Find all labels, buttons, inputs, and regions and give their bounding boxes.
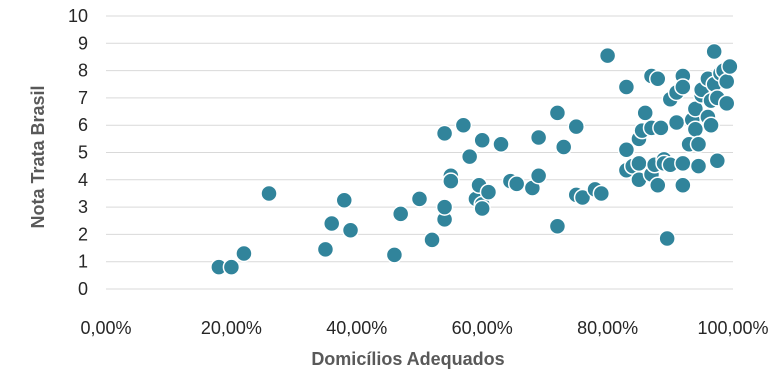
data-point: [460, 147, 479, 166]
y-tick-label: 1: [78, 252, 88, 272]
data-point: [649, 70, 667, 88]
data-point: [454, 116, 473, 134]
x-tick-label: 80,00%: [577, 318, 638, 338]
data-point: [689, 157, 708, 175]
data-point: [573, 188, 592, 207]
x-tick-label: 60,00%: [452, 318, 513, 338]
data-point: [617, 78, 636, 96]
data-point: [617, 141, 636, 159]
data-point: [335, 191, 354, 210]
data-point: [717, 94, 736, 113]
data-point: [423, 231, 441, 249]
data-point: [554, 138, 573, 156]
data-point: [686, 120, 705, 139]
data-point: [717, 72, 736, 91]
data-point: [592, 184, 611, 203]
data-point: [689, 135, 708, 154]
data-point: [260, 184, 278, 203]
x-tick-labels: 0,00% 20,00% 40,00% 60,00% 80,00% 100,00%: [80, 318, 768, 338]
x-tick-label: 20,00%: [201, 318, 262, 338]
data-point: [316, 240, 335, 259]
data-point: [385, 246, 404, 264]
data-point: [705, 42, 723, 61]
data-point: [473, 199, 491, 218]
data-point: [529, 166, 548, 185]
data-point: [410, 190, 429, 208]
data-point: [341, 221, 360, 240]
data-point: [649, 176, 667, 195]
y-axis-title: Nota Trata Brasil: [28, 85, 48, 228]
data-point: [674, 78, 692, 96]
y-tick-label: 7: [78, 88, 88, 108]
grid-lines: [106, 15, 733, 290]
data-point: [674, 154, 692, 173]
data-point: [507, 175, 526, 193]
x-axis-title: Domicílios Adequados: [311, 349, 504, 369]
data-point: [658, 229, 676, 248]
y-tick-label: 5: [78, 143, 88, 163]
x-tick-label: 0,00%: [80, 318, 131, 338]
data-point: [652, 119, 670, 137]
y-tick-label: 4: [78, 170, 88, 190]
data-point: [567, 117, 585, 136]
data-point: [492, 135, 510, 154]
data-point: [473, 131, 491, 149]
data-point: [322, 214, 341, 233]
data-point: [702, 116, 720, 134]
data-point: [708, 151, 727, 170]
y-tick-label: 6: [78, 115, 88, 135]
data-point: [435, 124, 454, 143]
data-point: [548, 217, 567, 235]
data-point: [721, 57, 739, 76]
data-point: [222, 258, 241, 276]
y-tick-label: 2: [78, 224, 88, 244]
y-tick-label: 3: [78, 197, 88, 217]
data-point: [598, 46, 617, 65]
y-tick-labels: 0 1 2 3 4 5 6 7 8 9 10: [68, 6, 88, 299]
x-tick-label: 100,00%: [697, 318, 768, 338]
data-point: [235, 244, 253, 263]
data-point: [674, 176, 692, 195]
data-point: [667, 113, 686, 132]
data-points: [210, 42, 739, 276]
data-point: [391, 205, 410, 223]
y-tick-label: 9: [78, 33, 88, 53]
data-point: [529, 128, 548, 147]
y-tick-label: 10: [68, 6, 88, 26]
y-tick-label: 0: [78, 279, 88, 299]
y-tick-label: 8: [78, 61, 88, 81]
data-point: [636, 104, 654, 122]
data-point: [479, 183, 498, 201]
data-point: [548, 104, 567, 122]
data-point: [435, 198, 454, 216]
x-tick-label: 40,00%: [326, 318, 387, 338]
data-point: [442, 172, 460, 190]
